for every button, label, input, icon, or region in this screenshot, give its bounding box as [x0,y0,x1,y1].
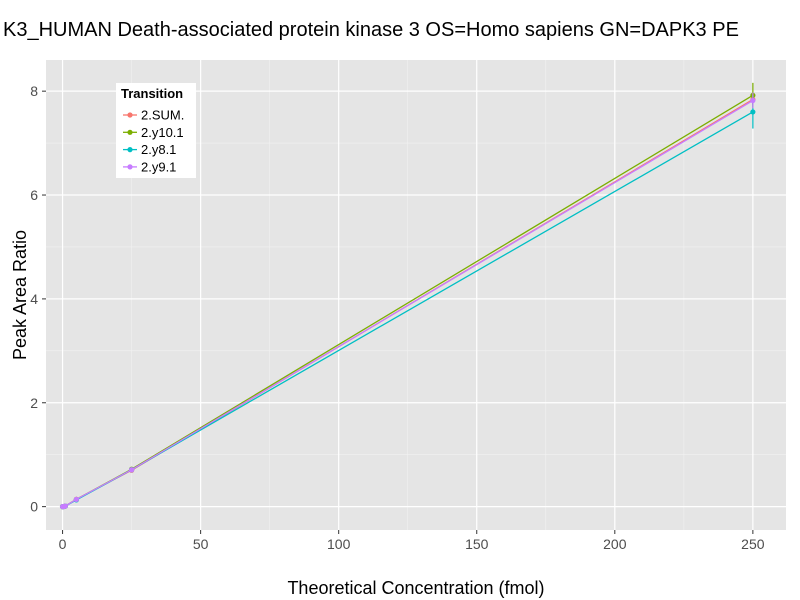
data-point [128,467,135,473]
legend-key-point [127,112,133,118]
legend-key-point [127,147,133,153]
legend-label: 2.y9.1 [141,159,176,174]
legend-item: 2.y9.1 [123,159,176,174]
legend-label: 2.y10.1 [141,125,184,140]
series-layer [59,82,756,510]
major-grid [46,60,786,530]
legend-title: Transition [121,86,183,101]
x-tick-label: 250 [741,536,765,552]
series-2.y9.1 [59,92,756,510]
legend-item: 2.SUM. [123,108,184,123]
legend-key-point [127,164,133,170]
y-axis: 0 2 4 6 8 [30,83,46,515]
x-tick-label: 50 [193,536,209,552]
y-tick-label: 4 [30,291,38,307]
x-tick-label: 200 [603,536,627,552]
legend-label: 2.SUM. [141,108,184,123]
x-tick-label: 100 [327,536,351,552]
data-point [750,109,756,115]
x-axis-title: Theoretical Concentration (fmol) [287,578,544,598]
x-axis: 0 50 100 150 200 250 [59,530,765,552]
y-tick-label: 8 [30,83,38,99]
chart-title: K3_HUMAN Death-associated protein kinase… [3,19,739,41]
y-tick-label: 0 [30,499,38,515]
data-point [750,97,756,104]
data-point [73,496,79,502]
legend-key-point [127,129,133,135]
legend-label: 2.y8.1 [141,142,176,157]
y-tick-label: 2 [30,395,38,411]
legend: Transition 2.SUM. 2.y10.1 2.y8.1 2.y9.1 [116,83,196,178]
y-axis-title: Peak Area Ratio [10,230,30,360]
x-tick-label: 0 [59,536,67,552]
legend-item: 2.y8.1 [123,142,176,157]
x-tick-label: 150 [465,536,489,552]
data-point [62,503,68,509]
legend-item: 2.y10.1 [123,125,184,140]
y-tick-label: 6 [30,187,38,203]
